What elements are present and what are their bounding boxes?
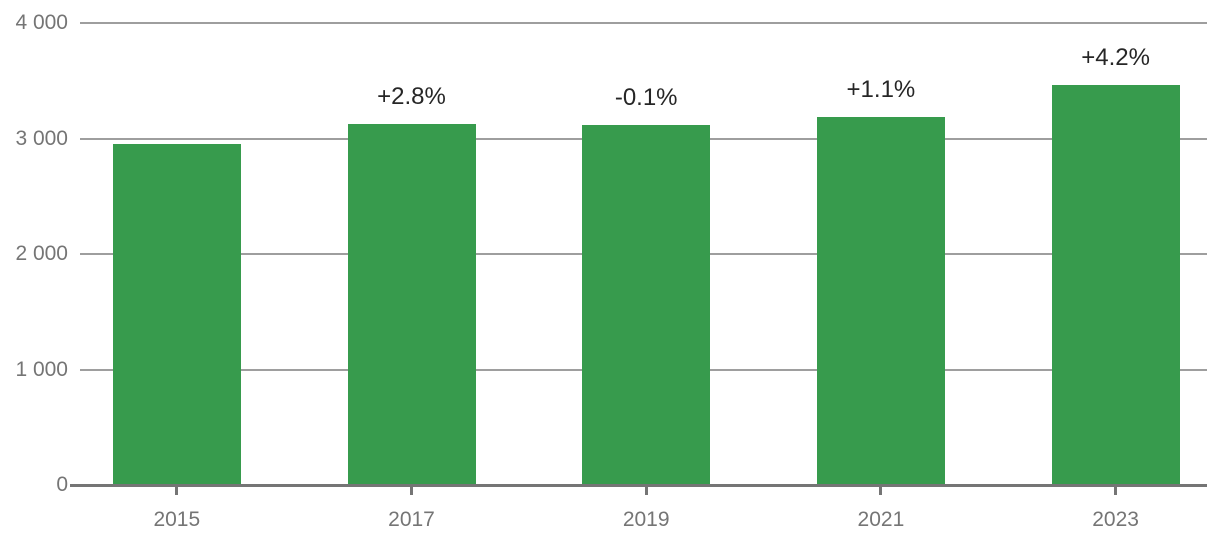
- y-axis-tick-label: 3 000: [15, 126, 68, 150]
- y-axis-tick-label: 0: [56, 473, 68, 496]
- x-axis-baseline: [70, 484, 1207, 487]
- bar-2017[interactable]: [347, 124, 476, 485]
- y-axis-tick-label: 2 000: [15, 242, 68, 265]
- y-axis-tick-label: 1 000: [15, 357, 68, 381]
- bar-2021[interactable]: [816, 117, 945, 485]
- bar-2019[interactable]: [582, 124, 711, 485]
- bar-2023[interactable]: [1051, 84, 1180, 485]
- y-axis-tick-label: 4 000: [15, 11, 68, 34]
- x-axis-tick: [410, 487, 413, 495]
- x-axis-tick: [1114, 487, 1118, 495]
- x-axis-tick-label: 2015: [153, 508, 201, 531]
- x-axis-tick-label: 2023: [1092, 508, 1139, 531]
- x-axis-tick: [644, 487, 648, 495]
- bar-annotation-2019: -0.1%: [614, 83, 678, 111]
- x-axis-tick-label: 2017: [388, 508, 435, 531]
- bar-2015[interactable]: [112, 144, 241, 485]
- x-axis-tick-label: 2021: [857, 508, 905, 531]
- bar-annotation-2021: +1.1%: [846, 76, 916, 104]
- bar-annotation-2017: +2.8%: [377, 83, 446, 111]
- x-axis-tick-label: 2019: [622, 508, 670, 531]
- plot-area: +2.8% -0.1% +1.1% +4.2%: [80, 22, 1207, 485]
- gridline: [80, 22, 1207, 24]
- x-axis-tick: [175, 487, 179, 495]
- bar-annotation-2023: +4.2%: [1081, 43, 1150, 71]
- x-axis-tick: [879, 487, 883, 495]
